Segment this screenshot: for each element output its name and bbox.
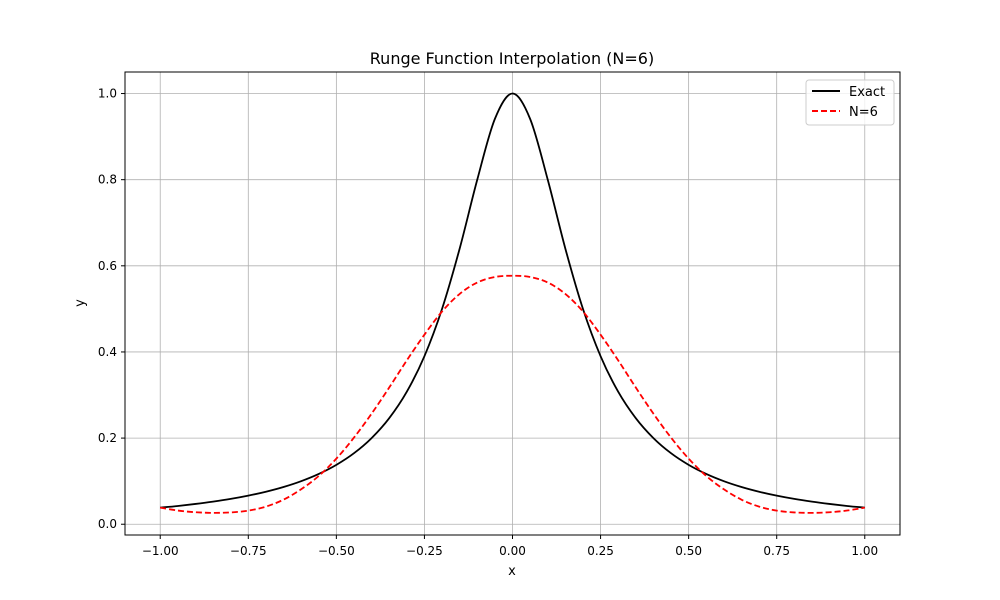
legend-label-n6: N=6 [849,105,878,120]
x-tick-label: 0.75 [763,544,790,558]
y-axis-label: y [73,299,88,307]
plot-area: −1.00 −0.75 −0.50 −0.25 0.00 0.25 0.50 0.75 1.00… [98,71,901,558]
y-tick-label: 0.4 [98,345,117,359]
x-tick-label: 0.25 [587,544,614,558]
x-tick-label: 1.00 [851,544,878,558]
x-tick-label: −1.00 [142,544,179,558]
y-tick-label: 0.6 [98,259,117,273]
x-tick-label: −0.25 [406,544,443,558]
legend-label-exact: Exact [849,85,885,100]
x-tick-label: 0.50 [675,544,702,558]
x-tick-label: 0.00 [499,544,526,558]
series-layer [160,92,865,514]
legend: Exact N=6 [805,79,895,126]
y-axis-ticks: 0.0 0.2 0.4 0.6 0.8 1.0 [98,87,125,531]
grid [125,72,900,535]
y-tick-label: 0.8 [98,173,117,187]
y-tick-label: 0.2 [98,431,117,445]
y-tick-label: 1.0 [98,87,117,101]
x-axis-ticks: −1.00 −0.75 −0.50 −0.25 0.00 0.25 0.50 0.75 1.00 [142,535,878,558]
y-tick-label: 0.0 [98,517,117,531]
series-line-exact [160,92,865,509]
x-tick-label: −0.50 [318,544,355,558]
series-line-n-6 [160,274,865,514]
x-axis-label: x [508,564,516,579]
chart-title: Runge Function Interpolation (N=6) [370,49,654,68]
x-tick-label: −0.75 [230,544,267,558]
